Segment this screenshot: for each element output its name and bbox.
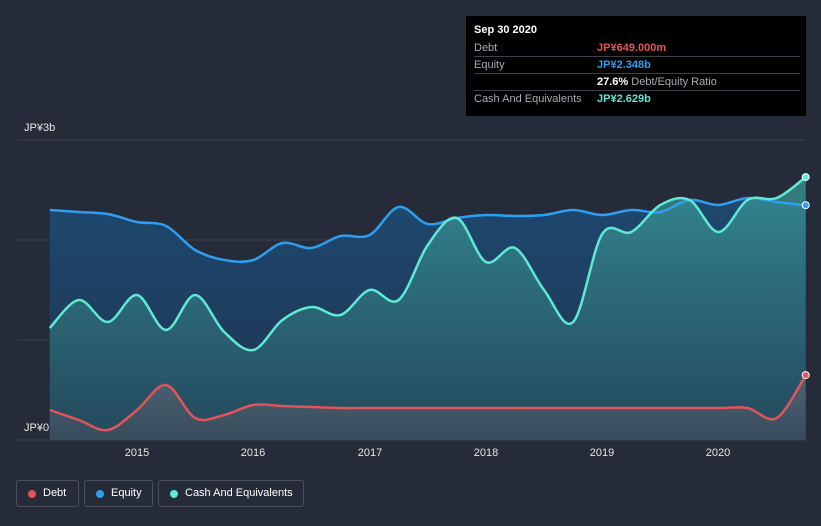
line-debt [49, 374, 807, 432]
endpoint-cash-and-equivalents [801, 173, 810, 182]
tooltip-row-equity: Equity JP¥2.348b [474, 57, 800, 74]
tooltip-ratio-label: Debt/Equity Ratio [631, 76, 717, 88]
tooltip-value-debt: JP¥649.000m [597, 42, 667, 54]
x-tick-2017: 2017 [357, 447, 383, 459]
legend-equity[interactable]: Equity [84, 480, 153, 507]
tooltip-value-ratio: 27.6% [597, 76, 629, 88]
legend-debt[interactable]: Debt [16, 480, 79, 507]
legend-cash-label: Cash And Equivalents [185, 487, 293, 499]
x-tick-2015: 2015 [124, 447, 150, 459]
legend-cash[interactable]: Cash And Equivalents [158, 480, 304, 507]
tooltip-value-cash: JP¥2.629b [597, 93, 651, 105]
legend-debt-label: Debt [43, 487, 67, 499]
endpoint-equity [801, 201, 810, 210]
tooltip-label-equity: Equity [474, 59, 505, 71]
tooltip-row-cash: Cash And Equivalents JP¥2.629b [474, 91, 800, 107]
x-tick-2020: 2020 [705, 447, 731, 459]
area-cash-and-equivalents [49, 177, 806, 440]
legend-equity-label: Equity [111, 487, 142, 499]
tooltip: Sep 30 2020 Debt JP¥649.000m Equity JP¥2… [466, 16, 806, 116]
tooltip-label-debt: Debt [474, 42, 498, 54]
x-tick-2019: 2019 [589, 447, 615, 459]
legend-cash-dot-icon [170, 490, 178, 498]
y-tick-label-bottom: JP¥0 [24, 422, 50, 434]
y-tick-label-top: JP¥3b [24, 122, 56, 134]
x-tick-2018: 2018 [473, 447, 499, 459]
area-debt [49, 375, 806, 440]
endpoint-debt [801, 371, 810, 380]
tooltip-value-equity: JP¥2.348b [597, 59, 651, 71]
x-tick-2016: 2016 [240, 447, 266, 459]
legend-equity-dot-icon [96, 490, 104, 498]
tooltip-row-ratio: 27.6% Debt/Equity Ratio [474, 74, 800, 91]
legend-debt-dot-icon [28, 490, 36, 498]
line-equity [49, 196, 806, 263]
tooltip-row-debt: Debt JP¥649.000m [474, 40, 800, 57]
tooltip-label-cash: Cash And Equivalents [474, 93, 582, 105]
tooltip-date: Sep 30 2020 [474, 24, 537, 36]
line-cash-and-equivalents [48, 176, 807, 352]
